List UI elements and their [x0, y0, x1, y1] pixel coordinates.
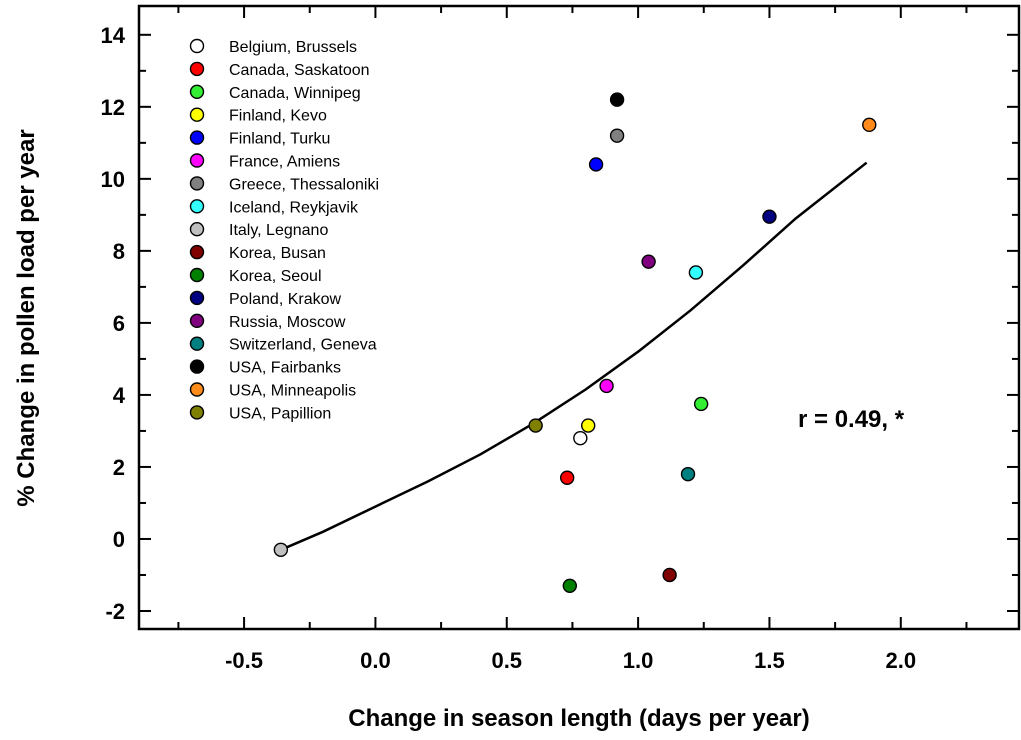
- data-point: [588, 157, 604, 172]
- plot-frame: [137, 4, 1021, 631]
- legend-marker: [189, 313, 205, 328]
- legend-marker: [189, 336, 205, 351]
- regression-curve: [280, 161, 868, 551]
- x-tick-label: 0.0: [360, 648, 391, 673]
- legend-marker: [189, 84, 205, 100]
- y-tick-label: -2: [105, 599, 125, 624]
- legend-marker: [189, 267, 205, 283]
- x-tick-label: 1.0: [623, 648, 654, 673]
- y-tick-label: 14: [101, 23, 126, 48]
- data-points: [273, 92, 877, 593]
- data-point: [599, 378, 614, 394]
- y-tick-label: 4: [113, 383, 126, 408]
- y-tick-label: 10: [101, 167, 125, 192]
- legend-label: Canada, Saskatoon: [229, 62, 370, 79]
- correlation-annotation: r = 0.49, *: [798, 406, 905, 433]
- legend-label: Belgium, Brussels: [229, 39, 357, 56]
- y-axis-ticks: -2 0 2 4 6 8 10 12 14: [101, 23, 1019, 624]
- y-tick-label: 2: [113, 455, 125, 480]
- data-point: [680, 466, 696, 482]
- legend-label: USA, Minneapolis: [229, 383, 356, 400]
- data-point: [693, 396, 709, 412]
- legend-marker: [189, 359, 205, 374]
- data-point: [862, 117, 877, 133]
- y-tick-label: 12: [101, 95, 125, 120]
- data-point: [580, 418, 596, 433]
- data-point: [688, 265, 704, 280]
- legend-marker: [189, 130, 205, 145]
- data-point: [528, 418, 543, 433]
- legend-label: Canada, Winnipeg: [229, 85, 361, 102]
- legend-label: Greece, Thessaloniki: [229, 176, 379, 193]
- data-point: [762, 209, 777, 224]
- legend-label: USA, Fairbanks: [229, 360, 341, 377]
- legend-label: Iceland, Reykjavik: [229, 199, 359, 216]
- data-point: [573, 430, 588, 446]
- legend-marker: [189, 61, 205, 77]
- data-point: [273, 542, 289, 557]
- legend-marker: [189, 221, 205, 237]
- legend-label: Korea, Busan: [229, 245, 326, 262]
- legend-marker: [189, 107, 205, 122]
- legend-label: Finland, Kevo: [229, 108, 327, 125]
- legend-label: Switzerland, Geneva: [229, 337, 377, 354]
- legend-label: France, Amiens: [229, 154, 340, 171]
- legend-label: Poland, Krakow: [229, 291, 342, 308]
- y-tick-label: 8: [113, 239, 125, 264]
- data-point: [562, 578, 578, 593]
- legend-marker: [189, 153, 205, 168]
- legend: Belgium, Brussels Canada, Saskatoon Canada…: [189, 38, 379, 422]
- legend-label: Russia, Moscow: [229, 314, 346, 331]
- x-tick-label: -0.5: [225, 648, 263, 673]
- data-point: [609, 128, 625, 143]
- legend-label: Korea, Seoul: [229, 268, 322, 285]
- x-tick-label: 0.5: [491, 648, 522, 673]
- legend-label: USA, Papillion: [229, 405, 331, 422]
- legend-label: Finland, Turku: [229, 131, 330, 148]
- y-axis-title: % Change in pollen load per year: [13, 129, 40, 506]
- legend-marker: [189, 382, 205, 397]
- legend-marker: [189, 38, 205, 54]
- x-axis-title: Change in season length (days per year): [348, 705, 809, 732]
- legend-marker: [189, 405, 205, 420]
- data-point: [559, 470, 575, 485]
- data-point: [609, 92, 625, 107]
- x-axis-ticks: -0.5 0.0 0.5 1.0 1.5 2.0: [177, 6, 968, 673]
- y-tick-label: 0: [113, 527, 125, 552]
- data-point: [641, 254, 656, 269]
- legend-marker: [189, 244, 205, 260]
- data-point: [662, 567, 677, 583]
- legend-marker: [189, 199, 205, 214]
- x-tick-label: 1.5: [754, 648, 785, 673]
- legend-marker: [189, 176, 205, 191]
- legend-marker: [189, 290, 205, 306]
- x-tick-label: 2.0: [885, 648, 916, 673]
- legend-label: Italy, Legnano: [229, 222, 328, 239]
- y-tick-label: 6: [113, 311, 125, 336]
